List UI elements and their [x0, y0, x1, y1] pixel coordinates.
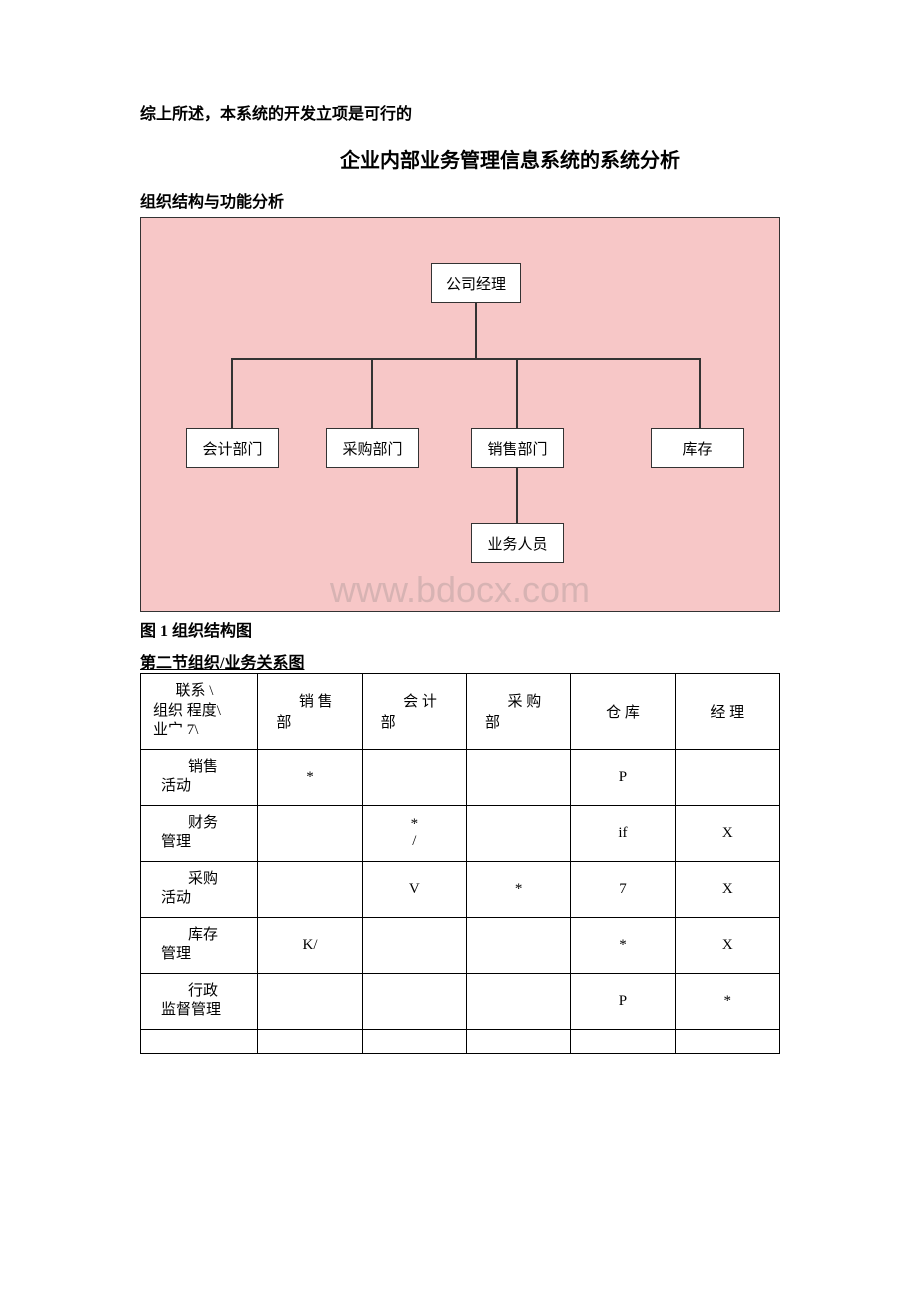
table-cell — [258, 861, 362, 917]
table-corner-header: 联系 \ 组织 程度\ 业宀 7\ — [141, 674, 258, 750]
table-cell: * — [675, 973, 779, 1029]
org-line — [231, 358, 701, 360]
table-cell — [466, 749, 570, 805]
table-col-header: 会 计部 — [362, 674, 466, 750]
table-cell: X — [675, 805, 779, 861]
relation-table: 联系 \ 组织 程度\ 业宀 7\ 销 售部 会 计部 采 购部 仓 库 经 理… — [140, 673, 780, 1054]
table-cell — [466, 805, 570, 861]
table-cell — [362, 917, 466, 973]
table-row: 行政监督管理 P * — [141, 973, 780, 1029]
watermark-text: www.bdocx.com — [330, 569, 590, 611]
table-row: 财务管理 */ if X — [141, 805, 780, 861]
table-cell: K/ — [258, 917, 362, 973]
figure-caption: 图 1 组织结构图 — [140, 617, 780, 641]
table-cell — [258, 805, 362, 861]
table-row-empty — [141, 1029, 780, 1053]
table-cell — [571, 1029, 675, 1053]
table-cell: if — [571, 805, 675, 861]
org-line — [699, 358, 701, 428]
table-cell — [466, 973, 570, 1029]
table-cell: P — [571, 749, 675, 805]
org-line — [475, 303, 477, 358]
org-chart: 公司经理 会计部门 采购部门 销售部门 库存 业务人员 www.bdocx.co… — [140, 217, 780, 612]
table-row-header: 库存管理 — [141, 917, 258, 973]
table-cell — [362, 749, 466, 805]
org-node-staff: 业务人员 — [471, 523, 564, 563]
table-cell: * — [466, 861, 570, 917]
table-row-header: 采购活动 — [141, 861, 258, 917]
table-row-header: 行政监督管理 — [141, 973, 258, 1029]
table-col-header: 采 购部 — [466, 674, 570, 750]
table-cell — [675, 1029, 779, 1053]
org-line — [516, 468, 518, 523]
table-cell: * — [258, 749, 362, 805]
org-node-sales: 销售部门 — [471, 428, 564, 468]
org-node-root: 公司经理 — [431, 263, 521, 303]
table-col-header: 仓 库 — [571, 674, 675, 750]
table-cell: X — [675, 917, 779, 973]
table-cell: V — [362, 861, 466, 917]
table-header-row: 联系 \ 组织 程度\ 业宀 7\ 销 售部 会 计部 采 购部 仓 库 经 理 — [141, 674, 780, 750]
org-line — [371, 358, 373, 428]
table-row: 销售活动 * P — [141, 749, 780, 805]
table-cell — [675, 749, 779, 805]
table-row-header: 财务管理 — [141, 805, 258, 861]
table-cell — [362, 973, 466, 1029]
main-title: 企业内部业务管理信息系统的系统分析 — [240, 144, 780, 173]
table-cell: 7 — [571, 861, 675, 917]
table-title: 第二节组织/业务关系图 — [140, 649, 780, 673]
org-node-inventory: 库存 — [651, 428, 744, 468]
table-cell: X — [675, 861, 779, 917]
table-cell — [258, 1029, 362, 1053]
table-cell: P — [571, 973, 675, 1029]
org-node-purchasing: 采购部门 — [326, 428, 419, 468]
table-cell — [466, 1029, 570, 1053]
section-title: 组织结构与功能分析 — [140, 188, 780, 212]
intro-text: 综上所述，本系统的开发立项是可行的 — [140, 100, 780, 124]
table-cell: */ — [362, 805, 466, 861]
table-cell: * — [571, 917, 675, 973]
table-cell — [258, 973, 362, 1029]
table-cell — [466, 917, 570, 973]
org-line — [231, 358, 233, 428]
org-line — [516, 358, 518, 428]
table-cell — [362, 1029, 466, 1053]
table-cell — [141, 1029, 258, 1053]
table-row: 采购活动 V * 7 X — [141, 861, 780, 917]
org-node-accounting: 会计部门 — [186, 428, 279, 468]
table-col-header: 经 理 — [675, 674, 779, 750]
table-col-header: 销 售部 — [258, 674, 362, 750]
table-row-header: 销售活动 — [141, 749, 258, 805]
table-row: 库存管理 K/ * X — [141, 917, 780, 973]
